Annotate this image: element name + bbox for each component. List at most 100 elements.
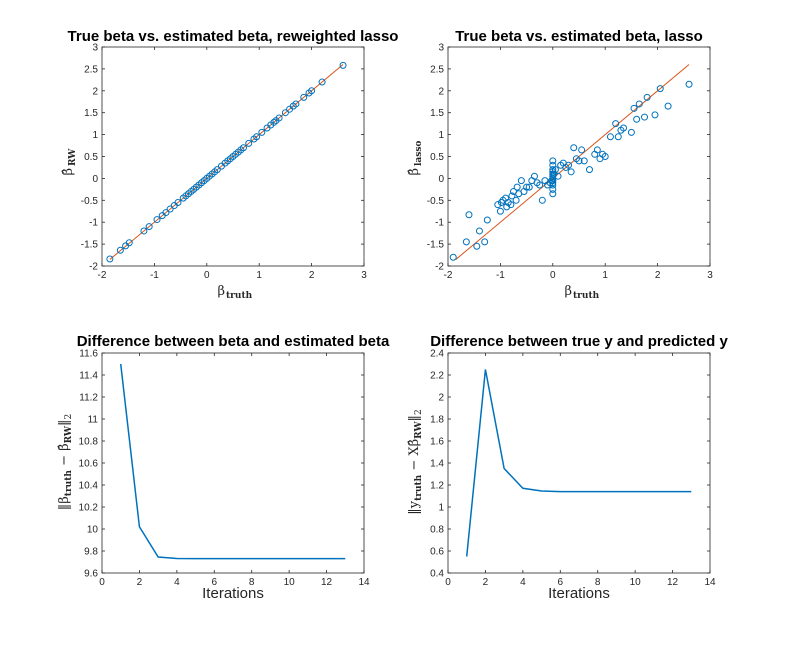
x-tick-label: 14 [704, 577, 716, 588]
svg-text:lasso: lasso [414, 141, 424, 166]
x-tick-label: 0 [550, 270, 556, 281]
x-tick-label: 14 [358, 577, 370, 588]
data-point [503, 203, 511, 211]
data-point [614, 133, 622, 141]
data-point [549, 177, 557, 185]
x-tick-label: -1 [496, 270, 505, 281]
y-tick-label: 1.6 [430, 437, 444, 448]
y-tick-label: 11.4 [79, 371, 98, 382]
data-point [449, 253, 457, 261]
x-tick-label: 12 [667, 577, 679, 588]
svg-text:β̂: β̂ [61, 168, 76, 176]
chart-title: Difference between beta and estimated be… [77, 333, 390, 350]
panel-lasso-scatter: True beta vs. estimated beta, lasso β tr… [407, 28, 703, 301]
y-tick-label: 10.4 [79, 481, 99, 492]
series-line [465, 369, 692, 557]
data-point [270, 118, 278, 126]
data-point [627, 128, 635, 136]
data-point [549, 166, 557, 174]
data-point [643, 93, 651, 101]
data-point [475, 227, 483, 235]
data-point [575, 157, 583, 165]
y-tick-label: 10.8 [79, 437, 99, 448]
x-tick-label: -1 [150, 270, 159, 281]
data-point [570, 144, 578, 152]
data-point [606, 133, 614, 141]
x-tick-label: 1 [602, 270, 608, 281]
y-tick-label: 1 [438, 130, 444, 141]
x-tick-label: -2 [444, 270, 453, 281]
series-line [119, 363, 346, 560]
data-point [496, 207, 504, 215]
y-tick-label: 3 [92, 43, 98, 54]
chart-title: Difference between true y and predicted … [430, 333, 728, 350]
data-point [300, 93, 308, 101]
y-tick-label: 11.2 [79, 393, 98, 404]
y-tick-label: 1.5 [430, 108, 444, 119]
y-tick-label: 10 [87, 525, 99, 536]
data-point [685, 80, 693, 88]
plot-area-1: -2 -1 0 1 2 3 -2 -1.5 -1 -0.5 0 0.5 1 1.5 2 2.5 3 [81, 43, 367, 282]
y-tick-label: 1.8 [430, 415, 444, 426]
data-point [630, 104, 638, 112]
data-point [635, 100, 643, 108]
data-point [473, 242, 481, 250]
plot-area-4: 0 2 4 6 8 10 12 14 0.4 0.6 0.8 1 1.2 1.4 1.6 1.8 2 2.2 2.4 [430, 349, 716, 589]
y-tick-label: 10.2 [79, 503, 99, 514]
data-point [517, 177, 525, 185]
y-tick-label: 2 [438, 393, 444, 404]
data-point [245, 139, 253, 147]
data-point [554, 172, 562, 180]
y-tick-label: -2 [89, 262, 98, 273]
data-point [174, 198, 182, 206]
y-tick-label: -2 [435, 262, 444, 273]
svg-text:truth: truth [573, 291, 600, 301]
data-point [497, 198, 505, 206]
data-point [339, 61, 347, 69]
data-point [512, 196, 520, 204]
data-point [536, 181, 544, 189]
data-point [494, 201, 502, 209]
reference-line [109, 64, 344, 260]
x-axis-label: Iterations [548, 585, 610, 602]
data-point [507, 201, 515, 209]
x-tick-label: 2 [483, 577, 489, 588]
y-axis-label: β̂ RW [61, 148, 78, 176]
x-tick-label: 6 [558, 577, 564, 588]
svg-text:RW: RW [68, 148, 78, 166]
data-point [292, 100, 300, 108]
data-point [549, 181, 557, 189]
data-point [513, 183, 521, 191]
y-tick-label: 9.8 [84, 547, 98, 558]
y-tick-label: 2 [92, 86, 98, 97]
data-point [651, 111, 659, 119]
y-tick-label: 9.6 [84, 569, 98, 580]
data-point [580, 157, 588, 165]
data-point [578, 146, 586, 154]
y-tick-label: -1.5 [427, 240, 445, 251]
chart-title: True beta vs. estimated beta, reweighted… [68, 28, 399, 45]
data-point [106, 255, 114, 263]
data-point [162, 209, 170, 217]
y-tick-label: 0.8 [430, 525, 444, 536]
x-tick-label: 0 [99, 577, 105, 588]
data-point [239, 144, 247, 152]
x-axis-label: Iterations [202, 585, 264, 602]
y-tick-label: 2.2 [430, 371, 444, 382]
y-tick-label: 11.6 [79, 349, 98, 360]
data-point [656, 85, 664, 93]
svg-text:β: β [217, 284, 225, 299]
x-tick-label: 2 [655, 270, 661, 281]
data-point [641, 113, 648, 121]
chart-title: True beta vs. estimated beta, lasso [455, 28, 703, 45]
data-point [523, 183, 531, 191]
data-point [525, 183, 533, 191]
axes-box [447, 352, 711, 574]
y-tick-label: 10.6 [79, 459, 99, 470]
x-tick-label: 6 [212, 577, 218, 588]
data-point [567, 168, 575, 176]
y-tick-label: 0 [438, 174, 444, 185]
x-tick-label: 4 [174, 577, 180, 588]
data-point [116, 246, 124, 254]
y-tick-label: 1 [92, 130, 98, 141]
